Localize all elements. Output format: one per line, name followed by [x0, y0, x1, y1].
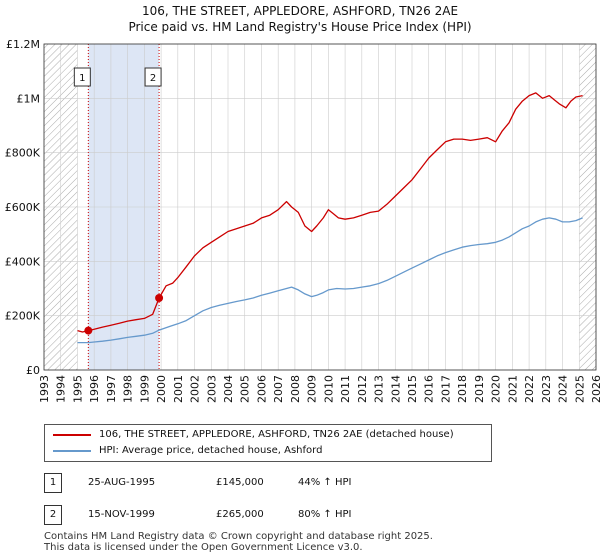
y-tick-label: £200K	[5, 310, 41, 323]
transaction-hpi-change: 44% ↑ HPI	[298, 477, 352, 488]
x-tick-label: 2012	[356, 375, 369, 403]
legend-label-hpi: HPI: Average price, detached house, Ashf…	[99, 445, 323, 456]
x-tick-label: 1998	[122, 375, 135, 403]
x-tick-label: 2017	[439, 375, 452, 403]
legend-label-price: 106, THE STREET, APPLEDORE, ASHFORD, TN2…	[99, 429, 454, 440]
x-tick-label: 1996	[88, 375, 101, 403]
chart-title: 106, THE STREET, APPLEDORE, ASHFORD, TN2…	[141, 4, 459, 18]
x-tick-label: 1993	[38, 375, 51, 403]
transaction-label-text: 2	[150, 73, 156, 84]
x-tick-label: 2026	[590, 375, 600, 403]
x-tick-label: 2000	[155, 375, 168, 403]
x-tick-label: 2023	[540, 375, 553, 403]
y-tick-label: £400K	[5, 255, 41, 268]
transaction-point	[155, 294, 164, 303]
x-tick-label: 1999	[138, 375, 151, 403]
transaction-label-box	[144, 67, 162, 87]
y-tick-label: £0	[26, 364, 40, 377]
x-tick-label: 1997	[105, 375, 118, 403]
x-tick-label: 2007	[272, 375, 285, 403]
x-tick-label: 2024	[557, 375, 570, 403]
transaction-date: 15-NOV-1999	[88, 509, 155, 520]
x-tick-label: 2013	[373, 375, 386, 403]
transaction-price: £145,000	[216, 477, 264, 488]
x-tick-label: 2001	[172, 375, 185, 403]
y-tick-label: £1.2M	[6, 38, 40, 51]
x-tick-label: 2003	[205, 375, 218, 403]
y-tick-label: £600K	[5, 201, 41, 214]
x-tick-label: 1995	[71, 375, 84, 403]
legend-swatch-hpi	[53, 450, 91, 452]
legend-swatch-price	[53, 434, 91, 436]
x-tick-label: 2005	[239, 375, 252, 403]
x-tick-label: 2010	[322, 375, 335, 403]
x-tick-label: 2020	[490, 375, 503, 403]
footer-licence: This data is licensed under the Open Gov…	[44, 542, 363, 553]
chart-legend: 106, THE STREET, APPLEDORE, ASHFORD, TN2…	[44, 424, 492, 462]
y-tick-label: £1M	[17, 92, 41, 105]
transaction-number-badge: 1	[44, 473, 62, 493]
x-tick-label: 2008	[289, 375, 302, 403]
y-tick-label: £800K	[5, 147, 41, 160]
transaction-hpi-change: 80% ↑ HPI	[298, 509, 352, 520]
x-tick-label: 2011	[339, 375, 352, 403]
x-tick-label: 2009	[306, 375, 319, 403]
transaction-point	[84, 326, 93, 335]
x-tick-label: 2019	[473, 375, 486, 403]
transaction-price: £265,000	[216, 509, 264, 520]
transaction-label-box	[73, 67, 91, 87]
x-tick-label: 2004	[222, 375, 235, 403]
footer-copyright: Contains HM Land Registry data © Crown c…	[44, 531, 433, 542]
chart-subtitle: Price paid vs. HM Land Registry's House …	[128, 20, 472, 34]
hpi-series-line	[77, 217, 583, 344]
x-tick-label: 2006	[255, 375, 268, 403]
x-tick-label: 2018	[456, 375, 469, 403]
x-tick-label: 2021	[506, 375, 519, 403]
transaction-number-badge: 2	[44, 505, 62, 525]
transaction-date: 25-AUG-1995	[88, 477, 156, 488]
x-tick-label: 1994	[55, 375, 68, 403]
plot-frame	[43, 43, 597, 371]
x-tick-label: 2014	[389, 375, 402, 403]
x-tick-label: 2022	[523, 375, 536, 403]
transaction-label-text: 1	[79, 73, 85, 84]
x-tick-label: 2016	[423, 375, 436, 403]
x-tick-label: 2002	[189, 375, 202, 403]
x-tick-label: 2015	[406, 375, 419, 403]
x-tick-label: 2025	[573, 375, 586, 403]
price-series-line	[77, 92, 583, 333]
price-chart: 1 2 £0 £200K £400K £600K £800K £1M £1.2M 1993 199…	[5, 38, 600, 403]
